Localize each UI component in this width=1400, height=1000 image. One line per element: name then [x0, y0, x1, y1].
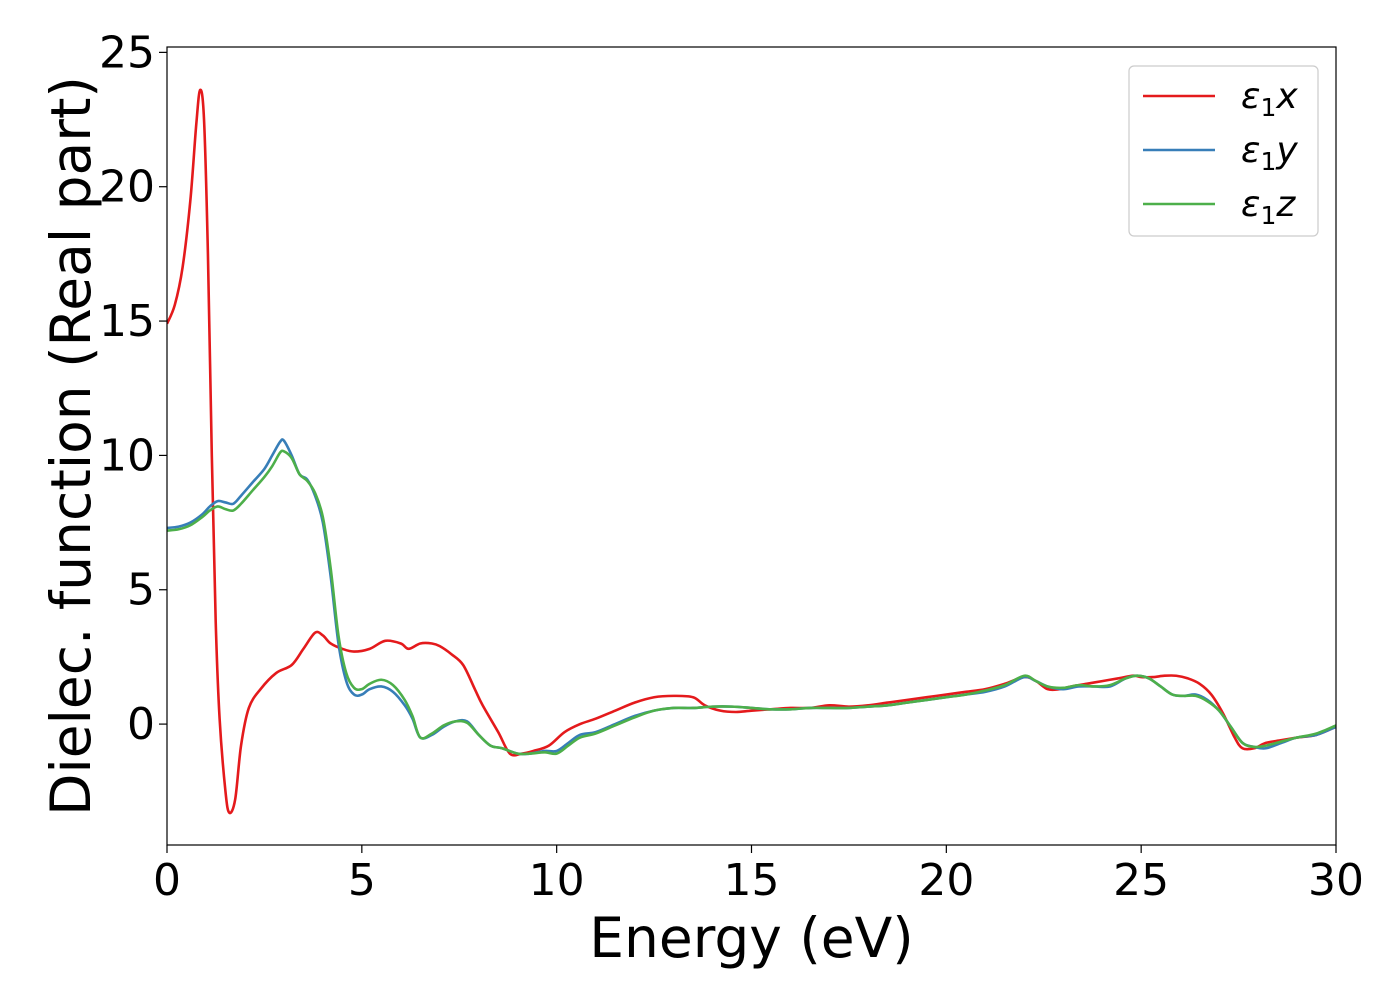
- legend-label: ε1x: [1241, 76, 1298, 122]
- y-tick-label: 15: [99, 296, 155, 347]
- y-axis-title: Dielec. function (Real part): [39, 76, 103, 816]
- legend-label: ε1z: [1241, 184, 1296, 230]
- x-axis-ticks: 0 5 10 15 20 25 30: [153, 845, 1364, 906]
- legend-entry: ε1y: [1143, 130, 1298, 176]
- legend-label: ε1y: [1241, 130, 1298, 176]
- y-axis-ticks: 0 5 10 15 20 25: [99, 27, 167, 750]
- series-line-z: [167, 449, 1336, 756]
- legend-entry: ε1z: [1143, 184, 1296, 230]
- y-tick-label: 25: [99, 27, 155, 78]
- legend: ε1x ε1y ε1z: [1128, 65, 1319, 237]
- x-tick-label: 20: [918, 855, 974, 906]
- x-tick-label: 0: [153, 855, 181, 906]
- x-tick-label: 30: [1308, 855, 1364, 906]
- x-tick-label: 10: [529, 855, 585, 906]
- x-tick-label: 5: [348, 855, 376, 906]
- x-tick-label: 25: [1113, 855, 1169, 906]
- y-tick-label: 20: [99, 162, 155, 213]
- x-tick-label: 15: [724, 855, 780, 906]
- y-tick-label: 0: [127, 699, 155, 750]
- y-tick-label: 10: [99, 430, 155, 481]
- series-layer: [167, 88, 1336, 815]
- y-tick-label: 5: [127, 565, 155, 616]
- legend-box: [1128, 65, 1319, 237]
- legend-entry: ε1x: [1143, 76, 1298, 122]
- x-axis-title: Energy (eV): [589, 906, 913, 970]
